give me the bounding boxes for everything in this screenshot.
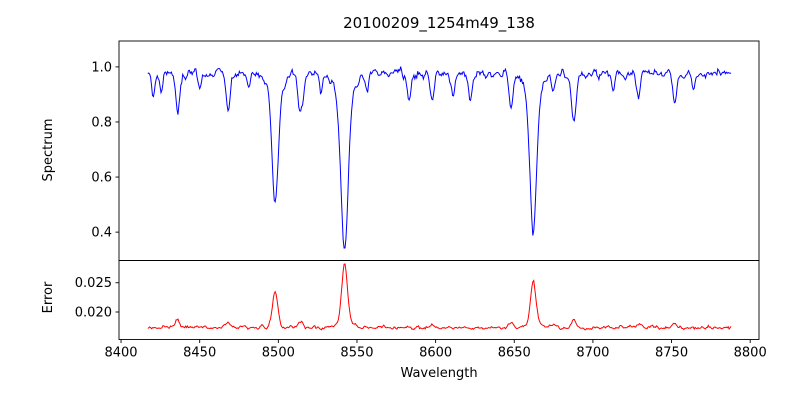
y-tick-label: 1.0 [91,60,112,75]
x-tick-label: 8450 [183,346,216,361]
x-tick-label: 8700 [576,346,609,361]
chart-title: 20100209_1254m49_138 [343,14,535,33]
x-tick-label: 8800 [734,346,767,361]
x-tick-label: 8550 [340,346,373,361]
x-tick-label: 8750 [655,346,688,361]
y-axis-label-error: Error [41,281,56,313]
x-tick-label: 8500 [262,346,295,361]
y-tick-label: 0.4 [91,226,112,241]
error-panel-frame [118,260,760,340]
y-tick-label: 0.6 [91,171,112,186]
y-tick-label: 0.020 [75,305,112,320]
x-tick-label: 8600 [419,346,452,361]
x-tick-label: 8650 [498,346,531,361]
error-line [147,263,732,331]
y-axis-label-spectrum: Spectrum [41,119,56,182]
spectrum-line [147,66,732,249]
x-tick-label: 8400 [104,346,137,361]
y-tick-label: 0.025 [75,276,112,291]
x-axis-label: Wavelength [400,366,477,381]
y-tick-label: 0.8 [91,115,112,130]
